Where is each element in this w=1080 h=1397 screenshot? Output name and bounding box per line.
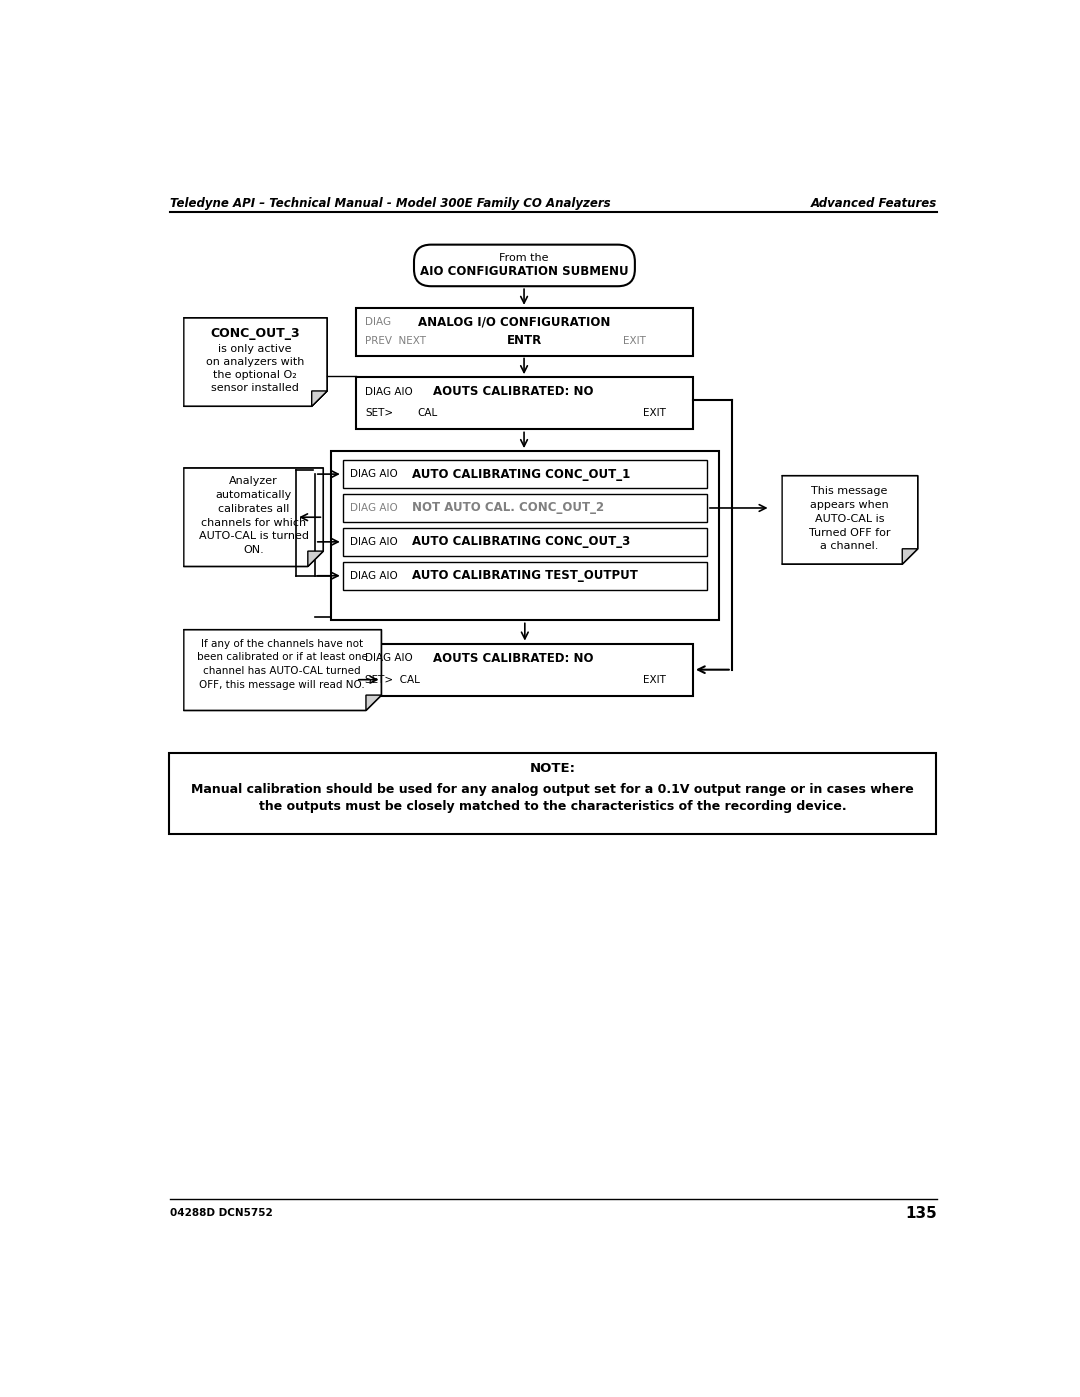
Text: DIAG AIO: DIAG AIO bbox=[350, 571, 399, 581]
Text: channels for which: channels for which bbox=[201, 518, 306, 528]
Text: AUTO CALIBRATING CONC_OUT_3: AUTO CALIBRATING CONC_OUT_3 bbox=[413, 535, 631, 549]
FancyBboxPatch shape bbox=[342, 528, 707, 556]
Text: SET>  CAL: SET> CAL bbox=[365, 675, 420, 685]
Text: OFF, this message will read NO.: OFF, this message will read NO. bbox=[200, 680, 365, 690]
FancyBboxPatch shape bbox=[356, 644, 693, 696]
Text: DIAG: DIAG bbox=[365, 317, 391, 327]
Text: AOUTS CALIBRATED: NO: AOUTS CALIBRATED: NO bbox=[433, 386, 594, 398]
Text: ON.: ON. bbox=[243, 545, 264, 556]
Text: been calibrated or if at least one: been calibrated or if at least one bbox=[197, 652, 367, 662]
Text: DIAG AIO: DIAG AIO bbox=[350, 536, 399, 546]
Text: AOUTS CALIBRATED: NO: AOUTS CALIBRATED: NO bbox=[433, 651, 594, 665]
Text: This message: This message bbox=[811, 486, 888, 496]
FancyBboxPatch shape bbox=[342, 460, 707, 488]
Text: If any of the channels have not: If any of the channels have not bbox=[201, 638, 363, 648]
Text: Teledyne API – Technical Manual - Model 300E Family CO Analyzers: Teledyne API – Technical Manual - Model … bbox=[170, 197, 610, 211]
Text: DIAG AIO: DIAG AIO bbox=[365, 654, 413, 664]
FancyBboxPatch shape bbox=[414, 244, 635, 286]
Text: sensor installed: sensor installed bbox=[212, 383, 299, 393]
Text: a channel.: a channel. bbox=[821, 542, 879, 552]
Text: EXIT: EXIT bbox=[643, 408, 665, 418]
Text: on analyzers with: on analyzers with bbox=[206, 356, 305, 366]
Text: the optional O₂: the optional O₂ bbox=[213, 370, 297, 380]
Text: channel has AUTO-CAL turned: channel has AUTO-CAL turned bbox=[203, 666, 361, 676]
Text: is only active: is only active bbox=[218, 344, 292, 353]
FancyBboxPatch shape bbox=[356, 377, 693, 429]
FancyBboxPatch shape bbox=[342, 562, 707, 590]
Text: DIAG AIO: DIAG AIO bbox=[350, 469, 399, 479]
FancyBboxPatch shape bbox=[342, 495, 707, 522]
Polygon shape bbox=[184, 317, 327, 407]
FancyBboxPatch shape bbox=[170, 753, 936, 834]
FancyBboxPatch shape bbox=[356, 307, 693, 355]
Text: Analyzer: Analyzer bbox=[229, 476, 278, 486]
Text: AUTO CALIBRATING TEST_OUTPUT: AUTO CALIBRATING TEST_OUTPUT bbox=[413, 569, 638, 583]
Text: AUTO CALIBRATING CONC_OUT_1: AUTO CALIBRATING CONC_OUT_1 bbox=[413, 468, 631, 481]
Text: 135: 135 bbox=[905, 1206, 937, 1221]
Polygon shape bbox=[184, 468, 323, 567]
Text: NOTE:: NOTE: bbox=[529, 761, 576, 775]
Polygon shape bbox=[312, 391, 327, 407]
Text: 04288D DCN5752: 04288D DCN5752 bbox=[170, 1208, 272, 1218]
Polygon shape bbox=[902, 549, 918, 564]
Text: automatically: automatically bbox=[215, 490, 292, 500]
Text: CONC_OUT_3: CONC_OUT_3 bbox=[211, 327, 300, 339]
Polygon shape bbox=[308, 550, 323, 567]
Text: ANALOG I/O CONFIGURATION: ANALOG I/O CONFIGURATION bbox=[418, 316, 610, 328]
Text: EXIT: EXIT bbox=[623, 335, 646, 346]
Text: the outputs must be closely matched to the characteristics of the recording devi: the outputs must be closely matched to t… bbox=[259, 800, 847, 813]
Text: DIAG AIO: DIAG AIO bbox=[350, 503, 399, 513]
Text: DIAG AIO: DIAG AIO bbox=[365, 387, 413, 397]
Polygon shape bbox=[782, 475, 918, 564]
Text: CAL: CAL bbox=[418, 408, 438, 418]
Text: AIO CONFIGURATION SUBMENU: AIO CONFIGURATION SUBMENU bbox=[420, 265, 629, 278]
FancyBboxPatch shape bbox=[332, 451, 718, 620]
Text: NOT AUTO CAL. CONC_OUT_2: NOT AUTO CAL. CONC_OUT_2 bbox=[413, 502, 605, 514]
Text: calibrates all: calibrates all bbox=[218, 504, 289, 514]
Text: ENTR: ENTR bbox=[507, 334, 542, 348]
Text: AUTO-CAL is: AUTO-CAL is bbox=[814, 514, 885, 524]
Polygon shape bbox=[366, 696, 381, 711]
Text: PREV  NEXT: PREV NEXT bbox=[365, 335, 427, 346]
Text: SET>: SET> bbox=[365, 408, 393, 418]
Text: Advanced Features: Advanced Features bbox=[811, 197, 937, 211]
Text: Turned OFF for: Turned OFF for bbox=[809, 528, 890, 538]
Text: AUTO-CAL is turned: AUTO-CAL is turned bbox=[199, 531, 309, 542]
Text: From the: From the bbox=[499, 253, 549, 263]
Text: appears when: appears when bbox=[810, 500, 889, 510]
Text: EXIT: EXIT bbox=[643, 675, 665, 685]
Polygon shape bbox=[184, 630, 381, 711]
Text: Manual calibration should be used for any analog output set for a 0.1V output ra: Manual calibration should be used for an… bbox=[191, 782, 914, 795]
